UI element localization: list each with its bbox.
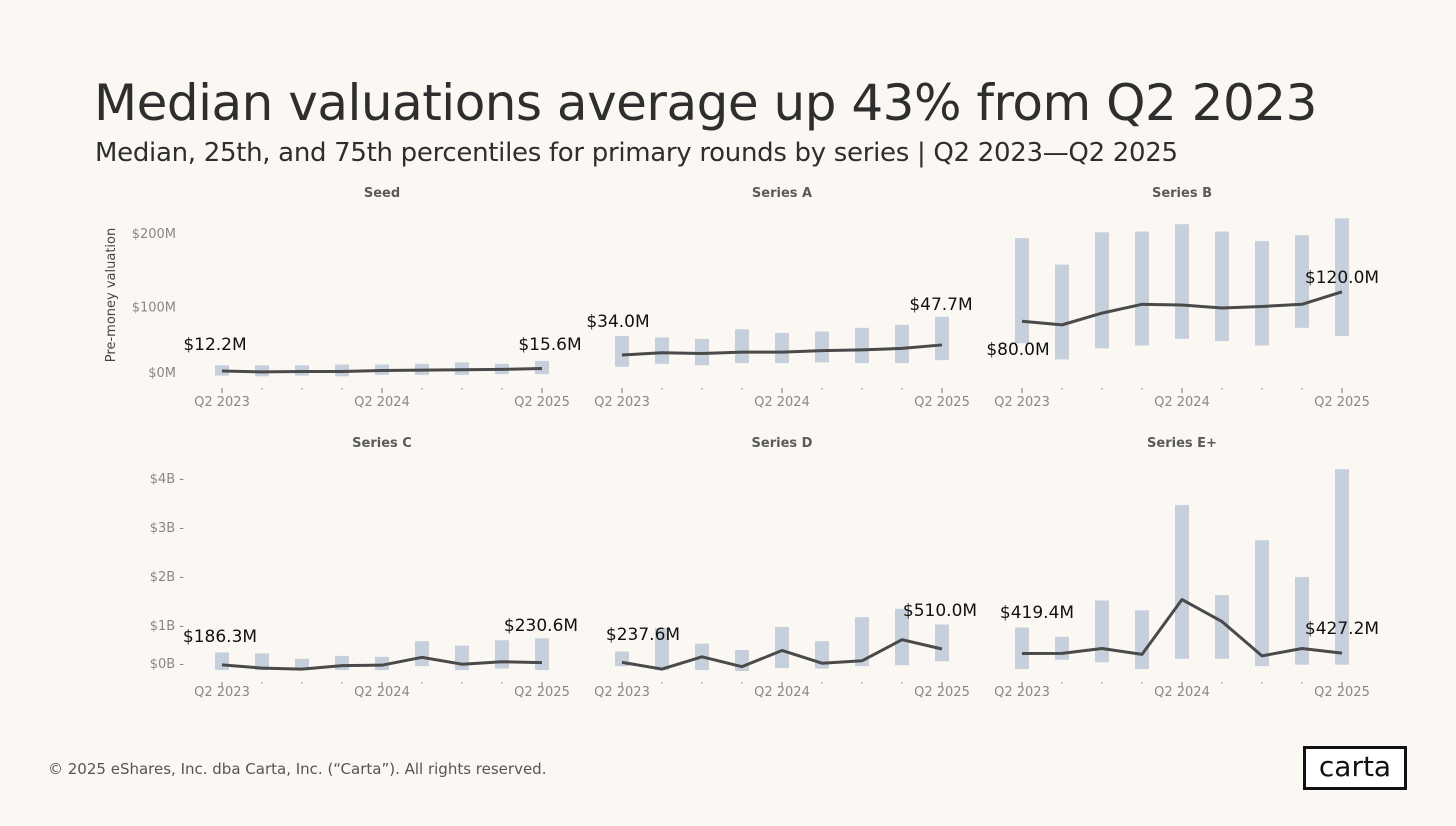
percentile-range-bar [1055,264,1069,360]
percentile-range-bar [1095,232,1109,349]
percentile-range-bar [655,337,669,364]
percentile-range-bar [655,627,669,671]
percentile-range-bar [535,638,549,671]
y-tick-label: $1B - [150,619,185,634]
copyright-footer: © 2025 eShares, Inc. dba Carta, Inc. (“C… [48,760,547,778]
percentile-range-bar [1295,576,1309,665]
x-tick-label: Q2 2024 [354,395,410,410]
start-value-label: $34.0M [586,312,649,332]
panel-title: Series A [752,186,812,201]
start-value-label: $237.6M [606,625,680,645]
percentile-range-bar [415,641,429,667]
x-tick-label: Q2 2025 [914,395,970,410]
percentile-range-bar [895,608,909,666]
panel-title: Series E+ [1147,436,1217,451]
median-line [221,655,543,671]
percentile-range-bar [215,365,229,376]
percentile-range-bar [1135,610,1149,670]
percentile-range-bar [1015,238,1029,344]
y-tick-label: $100M [132,301,176,316]
percentile-range-bar [775,626,789,669]
percentile-range-bar [295,658,309,671]
y-tick-label: $200M [132,227,176,242]
chart-title: Median valuations average up 43% from Q2… [94,74,1317,132]
x-tick-label: Q2 2025 [914,685,970,700]
x-tick-label: Q2 2023 [594,685,650,700]
x-tick-label: Q2 2023 [994,685,1050,700]
percentile-range-bar [935,624,949,662]
percentile-range-bar [815,331,829,363]
median-line [1021,598,1343,658]
start-value-label: $12.2M [183,335,246,355]
x-tick-label: Q2 2025 [514,395,570,410]
carta-logo: carta [1303,746,1407,790]
median-line [221,367,543,374]
end-value-label: $427.2M [1305,619,1379,639]
percentile-range-bar [935,316,949,361]
percentile-range-bar [1215,231,1229,342]
chart-subtitle: Median, 25th, and 75th percentiles for p… [95,138,1178,168]
percentile-range-bar [1135,231,1149,346]
median-line [621,638,943,671]
percentile-range-bar [615,335,629,367]
end-value-label: $15.6M [518,335,581,355]
end-value-label: $230.6M [504,616,578,636]
percentile-range-bar [1095,600,1109,663]
percentile-range-bar [775,332,789,364]
x-tick-label: Q2 2025 [1314,395,1370,410]
y-tick-label: $3B - [150,521,185,536]
percentile-range-bar [375,656,389,671]
percentile-range-bar [1175,224,1189,339]
x-tick-label: Q2 2024 [754,395,810,410]
percentile-range-bar [1255,241,1269,346]
percentile-range-bar [1215,595,1229,659]
percentile-range-bar [1335,469,1349,665]
percentile-range-bar [855,617,869,667]
start-value-label: $186.3M [183,627,257,647]
percentile-range-bar [455,645,469,671]
percentile-range-bar [255,653,269,671]
percentile-range-bar [335,655,349,671]
median-line [621,343,943,357]
x-tick-label: Q2 2023 [994,395,1050,410]
x-tick-label: Q2 2024 [354,685,410,700]
y-tick-label: $0B - [150,657,185,672]
panel-title: Series C [352,436,412,451]
y-tick-label: $4B - [150,472,185,487]
panel-title: Series D [752,436,813,451]
y-tick-label: $2B - [150,570,185,585]
percentile-range-bar [1015,627,1029,670]
percentile-range-bar [735,329,749,364]
median-line [1021,290,1343,327]
y-axis-label: Pre-money valuation [104,228,119,362]
percentile-range-bar [1335,218,1349,336]
end-value-label: $510.0M [903,601,977,621]
x-tick-label: Q2 2024 [754,685,810,700]
start-value-label: $80.0M [986,340,1049,360]
panel-title: Series B [1152,186,1212,201]
x-tick-label: Q2 2024 [1154,685,1210,700]
percentile-range-bar [215,652,229,671]
x-tick-label: Q2 2024 [1154,395,1210,410]
y-tick-label: $0M [148,366,176,381]
percentile-range-bar [1255,540,1269,667]
x-tick-label: Q2 2023 [594,395,650,410]
percentile-range-bar [495,640,509,669]
start-value-label: $419.4M [1000,603,1074,623]
percentile-range-bar [1055,636,1069,660]
percentile-range-bar [895,324,909,364]
x-tick-label: Q2 2023 [194,395,250,410]
percentile-range-bar [535,360,549,375]
percentile-range-bar [855,327,869,364]
x-tick-label: Q2 2023 [194,685,250,700]
end-value-label: $120.0M [1305,268,1379,288]
x-tick-label: Q2 2025 [1314,685,1370,700]
x-tick-label: Q2 2025 [514,685,570,700]
end-value-label: $47.7M [909,295,972,315]
panel-title: Seed [364,186,400,201]
percentile-range-bar [1175,504,1189,659]
